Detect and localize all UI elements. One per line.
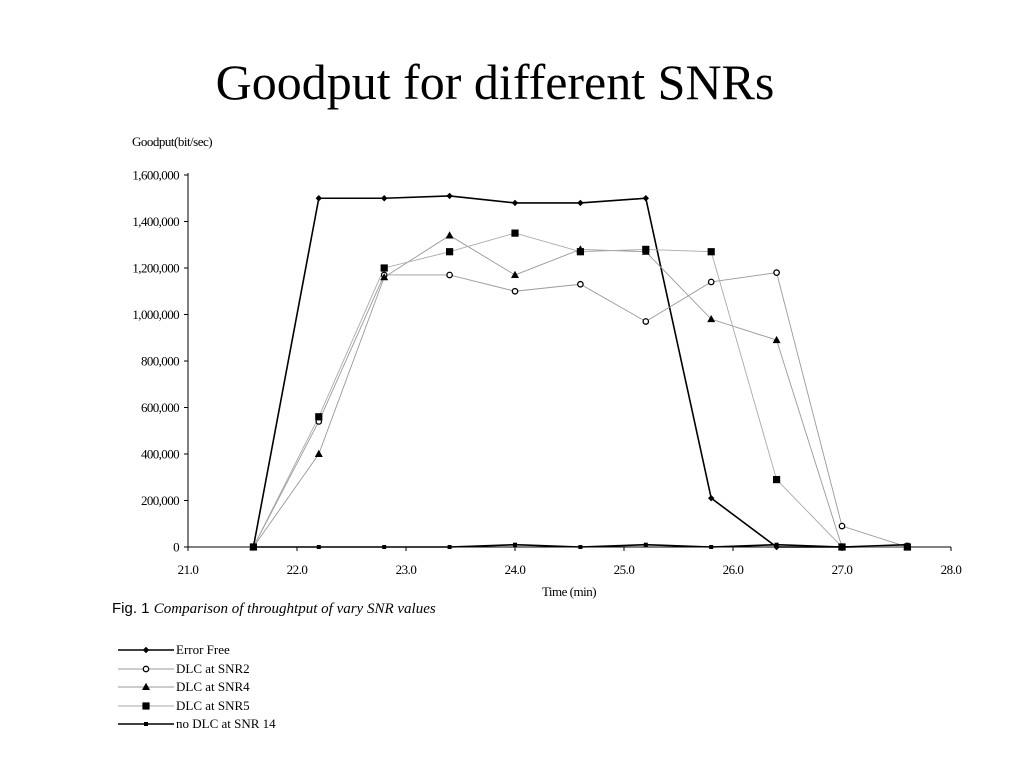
y-tick-label: 1,400,000: [132, 214, 179, 229]
y-tick-label: 800,000: [141, 354, 179, 369]
series-0-point: [315, 195, 322, 202]
y-axis-label: Goodput(bit/sec): [132, 134, 212, 149]
legend-label: Error Free: [176, 642, 230, 658]
series-4-point: [251, 545, 256, 549]
figure-caption: Fig. 1 Comparison of throughtput of vary…: [112, 598, 436, 618]
series-3-point: [576, 248, 584, 256]
y-tick-label: 200,000: [141, 493, 179, 508]
x-tick-label: 23.0: [396, 562, 417, 577]
series-1-point: [446, 271, 453, 279]
series-2-point: [314, 449, 323, 457]
y-tick-label: 1,600,000: [132, 168, 179, 183]
legend-label: DLC at SNR2: [176, 660, 250, 676]
series-line-3: [252, 232, 908, 548]
legend-marker: [142, 665, 150, 673]
series-2-point: [445, 231, 454, 239]
legend-marker: [142, 683, 150, 691]
series-3-point: [707, 248, 715, 256]
y-tick-label: 1,000,000: [132, 307, 179, 322]
y-tick-label: 400,000: [141, 447, 179, 462]
legend-swatch: [118, 722, 174, 727]
x-tick-label: 25.0: [614, 562, 635, 577]
legend-marker: [142, 702, 150, 710]
series-markers: [249, 192, 912, 551]
series-0-point: [446, 192, 453, 200]
series-0-point: [577, 199, 584, 207]
legend-swatch: [118, 647, 174, 654]
x-tick-label: 27.0: [832, 562, 853, 577]
legend-item: no DLC at SNR 14: [118, 715, 378, 734]
series-3-point: [642, 245, 650, 253]
series-3-point: [903, 543, 911, 551]
series-1-point: [511, 287, 519, 295]
series-3-point: [511, 229, 519, 237]
y-tick-label: 1,200,000: [132, 261, 179, 276]
x-tick-label: 26.0: [723, 562, 744, 577]
x-tick-label: 28.0: [941, 562, 962, 577]
series-3-point: [315, 413, 323, 421]
legend-item: Error Free: [118, 641, 378, 660]
series-3-point: [773, 475, 781, 484]
series-2-point: [707, 314, 716, 323]
series-0-point: [642, 195, 649, 202]
series-4-point: [905, 542, 910, 547]
series-4-point: [578, 545, 583, 549]
series-1-point: [838, 522, 846, 530]
series-0-point: [511, 199, 519, 207]
x-axis-label: Time (min): [542, 584, 596, 599]
legend-marker: [144, 722, 148, 727]
series-0-point: [708, 494, 715, 502]
series-4-point: [840, 545, 844, 549]
series-3-point: [446, 248, 454, 256]
legend-label: no DLC at SNR 14: [176, 716, 276, 732]
legend-item: DLC at SNR4: [118, 678, 378, 697]
series-2-point: [380, 273, 389, 281]
x-tick-label: 24.0: [505, 562, 526, 577]
x-tick-label: 21.0: [178, 562, 199, 577]
legend-marker: [142, 647, 150, 654]
series-4-point: [382, 545, 387, 549]
series-3-point: [380, 264, 388, 272]
series-4-point: [709, 545, 714, 549]
legend-swatch: [118, 702, 174, 710]
series-4-point: [774, 542, 779, 547]
chart-legend: Error Free DLC at SNR2 DLC at SNR4 DLC at S…: [118, 641, 378, 734]
series-1-point: [773, 269, 780, 276]
y-tick-label: 0: [173, 540, 179, 555]
series-1-point: [577, 280, 584, 288]
legend-item: DLC at SNR2: [118, 660, 378, 679]
series-2-point: [772, 335, 781, 344]
figure-label: Fig. 1: [112, 600, 150, 617]
series-1-point: [707, 278, 715, 286]
figure-description: Comparison of throughtput of vary SNR va…: [153, 601, 436, 617]
series-4-point: [513, 542, 517, 547]
series-0-point: [381, 195, 388, 202]
legend-swatch: [118, 665, 174, 673]
legend-label: DLC at SNR5: [176, 697, 250, 713]
series-4-point: [447, 545, 452, 549]
series-4-point: [643, 542, 648, 547]
series-4-point: [316, 545, 321, 549]
chart-axes: 0 200,000 400,000 600,000 800,000 1,000,000 1,…: [132, 168, 961, 578]
x-tick-label: 22.0: [287, 562, 308, 577]
legend-item: DLC at SNR5: [118, 697, 378, 716]
chart-title: Goodput for different SNRs: [215, 54, 775, 110]
legend-label: DLC at SNR4: [176, 679, 250, 695]
series-1-point: [642, 318, 650, 325]
series-2-point: [511, 270, 519, 278]
y-tick-label: 600,000: [141, 400, 179, 415]
legend-swatch: [118, 683, 174, 691]
series-line-1: [253, 272, 908, 548]
